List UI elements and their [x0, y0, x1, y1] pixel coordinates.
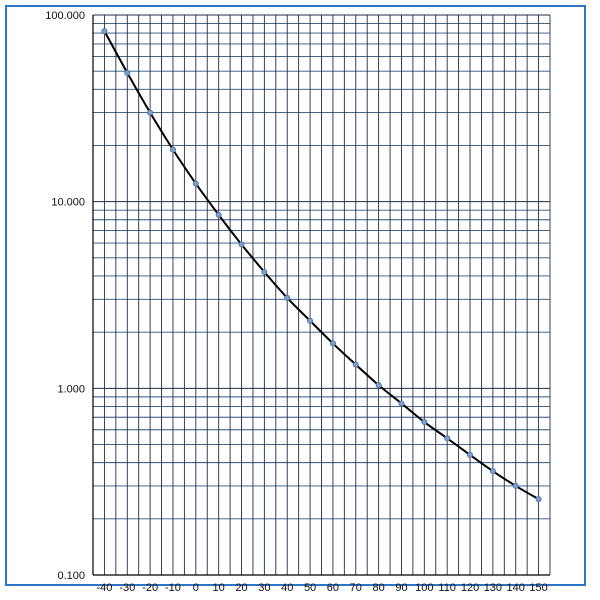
y-tick-label: 100.000: [45, 10, 85, 22]
data-point: [375, 382, 382, 389]
x-tick-label: -30: [119, 582, 135, 594]
x-tick-label: -40: [96, 582, 112, 594]
data-point: [398, 400, 405, 407]
x-tick-label: 40: [281, 582, 293, 594]
data-point: [467, 451, 474, 458]
x-tick-label: 90: [395, 582, 407, 594]
data-point: [352, 361, 359, 368]
data-point: [192, 180, 199, 187]
x-tick-label: 20: [235, 582, 247, 594]
y-tick-label: 0.100: [57, 570, 85, 582]
x-tick-labels: -40 -30 -20 -10 0 10 20 30 40 50 60 70 80 90 100 110 120…: [96, 582, 547, 594]
data-point: [512, 482, 519, 489]
x-tick-label: 80: [373, 582, 385, 594]
x-tick-label: 50: [304, 582, 316, 594]
data-point: [124, 69, 131, 76]
x-tick-label: -10: [165, 582, 181, 594]
major-gridlines: [92, 14, 551, 576]
x-tick-label: 60: [327, 582, 339, 594]
data-point: [307, 317, 314, 324]
x-tick-label: 10: [213, 582, 225, 594]
y-tick-label: 10.000: [51, 197, 85, 209]
y-tick-labels: 0.100 1.000 10.000 100.000: [45, 10, 85, 582]
data-point: [169, 146, 176, 153]
x-tick-label: 100: [415, 582, 433, 594]
x-tick-label: 0: [193, 582, 199, 594]
x-tick-label: 150: [529, 582, 547, 594]
x-tick-label: 30: [258, 582, 270, 594]
x-tick-label: 130: [484, 582, 502, 594]
chart-frame: [5, 5, 586, 586]
data-point: [147, 109, 154, 116]
series-layer: [101, 28, 542, 503]
data-point: [238, 241, 245, 248]
data-point: [535, 496, 542, 503]
axes: [92, 15, 550, 576]
data-point: [444, 435, 451, 442]
data-point: [421, 419, 428, 426]
data-point: [284, 294, 291, 301]
y-tick-label: 1.000: [57, 383, 85, 395]
x-tick-label: 110: [438, 582, 456, 594]
data-point: [489, 468, 496, 475]
x-tick-label: 70: [350, 582, 362, 594]
x-tick-label: 120: [461, 582, 479, 594]
data-point: [261, 268, 268, 275]
data-point: [101, 28, 108, 35]
x-tick-label: 140: [507, 582, 525, 594]
x-tick-label: -20: [142, 582, 158, 594]
data-point: [215, 211, 222, 218]
data-point: [329, 340, 336, 347]
